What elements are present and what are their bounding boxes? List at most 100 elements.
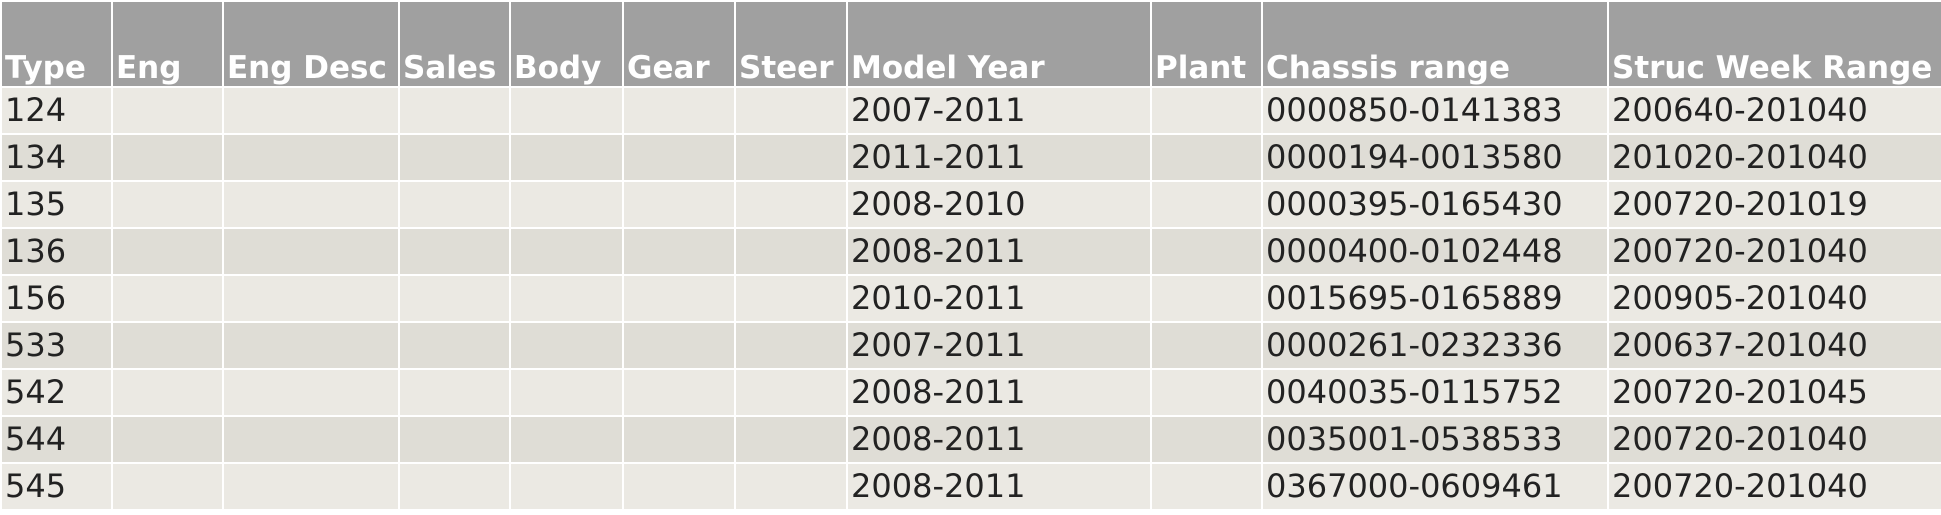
- table-cell: 0015695-0165889: [1263, 276, 1607, 321]
- table-cell: 200720-201040: [1609, 464, 1941, 509]
- table-cell: 200637-201040: [1609, 323, 1941, 368]
- table-row: 124 2007-2011 0000850-0141383 200640-201040: [2, 88, 1941, 133]
- empty-cell: [113, 276, 222, 321]
- table-cell: 2008-2010: [848, 182, 1150, 227]
- table-cell: 542: [2, 370, 111, 415]
- empty-cell: [1152, 370, 1261, 415]
- column-header: Steer: [736, 2, 846, 86]
- empty-cell: [113, 323, 222, 368]
- table-cell: 2010-2011: [848, 276, 1150, 321]
- empty-cell: [400, 182, 509, 227]
- column-header: Type: [2, 2, 111, 86]
- table-cell: 2011-2011: [848, 135, 1150, 180]
- table-cell: 134: [2, 135, 111, 180]
- table-cell: 0000261-0232336: [1263, 323, 1607, 368]
- empty-cell: [113, 464, 222, 509]
- empty-cell: [400, 276, 509, 321]
- column-header: Model Year: [848, 2, 1150, 86]
- table-cell: 545: [2, 464, 111, 509]
- empty-cell: [624, 88, 734, 133]
- table-cell: 0000850-0141383: [1263, 88, 1607, 133]
- empty-cell: [736, 88, 846, 133]
- empty-cell: [736, 417, 846, 462]
- table-cell: 201020-201040: [1609, 135, 1941, 180]
- table-cell: 2008-2011: [848, 229, 1150, 274]
- empty-cell: [736, 135, 846, 180]
- column-header: Sales: [400, 2, 509, 86]
- table-cell: 200720-201045: [1609, 370, 1941, 415]
- table-cell: 156: [2, 276, 111, 321]
- empty-cell: [113, 370, 222, 415]
- empty-cell: [511, 464, 622, 509]
- table-row: 545 2008-2011 0367000-0609461 200720-201040: [2, 464, 1941, 509]
- table-cell: 0367000-0609461: [1263, 464, 1607, 509]
- table-row: 533 2007-2011 0000261-0232336 200637-201040: [2, 323, 1941, 368]
- column-header: Chassis range: [1263, 2, 1607, 86]
- table-cell: 2008-2011: [848, 417, 1150, 462]
- table-cell: 544: [2, 417, 111, 462]
- table-cell: 0000395-0165430: [1263, 182, 1607, 227]
- empty-cell: [624, 370, 734, 415]
- empty-cell: [736, 182, 846, 227]
- empty-cell: [224, 88, 398, 133]
- empty-cell: [400, 370, 509, 415]
- empty-cell: [1152, 229, 1261, 274]
- empty-cell: [736, 464, 846, 509]
- empty-cell: [400, 417, 509, 462]
- empty-cell: [400, 229, 509, 274]
- empty-cell: [224, 135, 398, 180]
- header-row: Type Eng Eng Desc Sales Body Gear Steer Model Y…: [2, 2, 1941, 86]
- empty-cell: [736, 323, 846, 368]
- table-row: 542 2008-2011 0040035-0115752 200720-201045: [2, 370, 1941, 415]
- column-header: Eng Desc: [224, 2, 398, 86]
- empty-cell: [624, 135, 734, 180]
- empty-cell: [511, 417, 622, 462]
- table-cell: 2008-2011: [848, 464, 1150, 509]
- empty-cell: [224, 229, 398, 274]
- table-cell: 2008-2011: [848, 370, 1150, 415]
- empty-cell: [400, 88, 509, 133]
- empty-cell: [1152, 323, 1261, 368]
- empty-cell: [113, 88, 222, 133]
- empty-cell: [224, 417, 398, 462]
- empty-cell: [511, 370, 622, 415]
- empty-cell: [1152, 464, 1261, 509]
- empty-cell: [400, 323, 509, 368]
- table-cell: 0000194-0013580: [1263, 135, 1607, 180]
- table-cell: 200720-201019: [1609, 182, 1941, 227]
- empty-cell: [113, 229, 222, 274]
- table-cell: 0000400-0102448: [1263, 229, 1607, 274]
- empty-cell: [511, 229, 622, 274]
- table-cell: 124: [2, 88, 111, 133]
- empty-cell: [224, 370, 398, 415]
- empty-cell: [511, 182, 622, 227]
- empty-cell: [624, 417, 734, 462]
- table-cell: 200905-201040: [1609, 276, 1941, 321]
- empty-cell: [736, 229, 846, 274]
- table-row: 544 2008-2011 0035001-0538533 200720-201040: [2, 417, 1941, 462]
- empty-cell: [624, 182, 734, 227]
- empty-cell: [624, 229, 734, 274]
- column-header: Body: [511, 2, 622, 86]
- empty-cell: [511, 323, 622, 368]
- empty-cell: [400, 464, 509, 509]
- table-cell: 136: [2, 229, 111, 274]
- table-cell: 0035001-0538533: [1263, 417, 1607, 462]
- empty-cell: [224, 182, 398, 227]
- table-row: 135 2008-2010 0000395-0165430 200720-201019: [2, 182, 1941, 227]
- column-header: Eng: [113, 2, 222, 86]
- empty-cell: [511, 135, 622, 180]
- empty-cell: [224, 464, 398, 509]
- table-row: 156 2010-2011 0015695-0165889 200905-201040: [2, 276, 1941, 321]
- table-cell: 200640-201040: [1609, 88, 1941, 133]
- empty-cell: [1152, 276, 1261, 321]
- empty-cell: [1152, 88, 1261, 133]
- empty-cell: [1152, 135, 1261, 180]
- table-cell: 533: [2, 323, 111, 368]
- empty-cell: [511, 88, 622, 133]
- empty-cell: [511, 276, 622, 321]
- empty-cell: [113, 182, 222, 227]
